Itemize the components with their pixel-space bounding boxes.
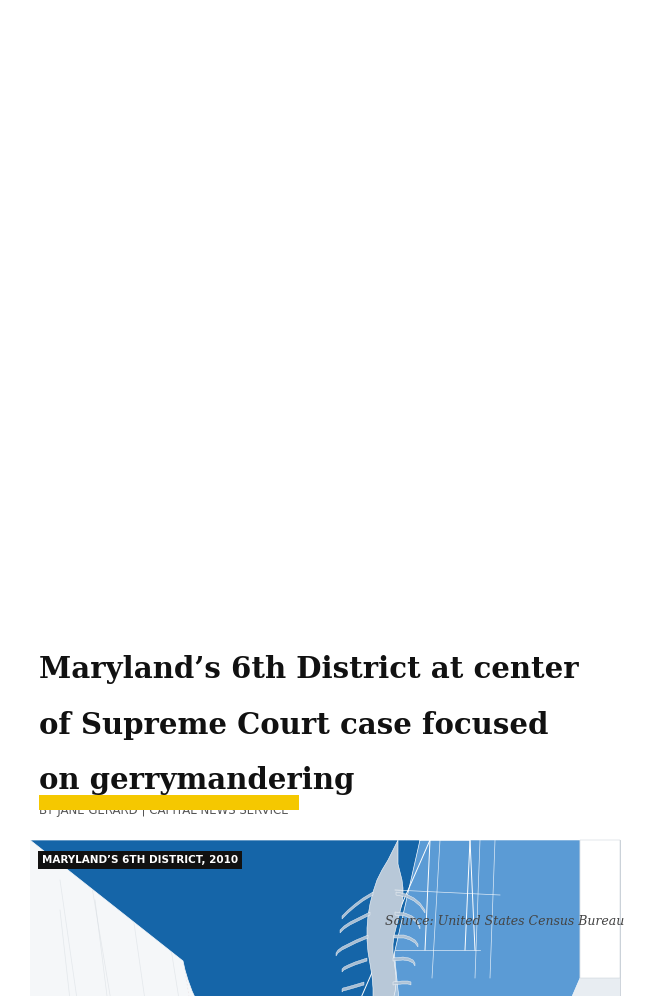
- Polygon shape: [30, 840, 620, 996]
- Polygon shape: [393, 840, 580, 996]
- Text: BY JANE GERARD | CAPITAL NEWS SERVICE: BY JANE GERARD | CAPITAL NEWS SERVICE: [39, 804, 289, 817]
- Text: Source: United States Census Bureau: Source: United States Census Bureau: [385, 915, 624, 928]
- Polygon shape: [394, 935, 418, 947]
- Polygon shape: [30, 840, 470, 996]
- Text: of Supreme Court case focused: of Supreme Court case focused: [39, 711, 549, 740]
- Polygon shape: [393, 981, 411, 985]
- FancyBboxPatch shape: [39, 795, 299, 810]
- Text: on gerrymandering: on gerrymandering: [39, 766, 354, 795]
- Polygon shape: [342, 958, 367, 972]
- Polygon shape: [393, 957, 415, 966]
- Polygon shape: [396, 892, 425, 913]
- Polygon shape: [30, 840, 620, 996]
- Polygon shape: [343, 840, 403, 996]
- Polygon shape: [580, 840, 620, 978]
- Polygon shape: [30, 840, 325, 996]
- Polygon shape: [336, 935, 368, 956]
- Polygon shape: [342, 982, 364, 992]
- Text: Maryland’s 6th District at center: Maryland’s 6th District at center: [39, 655, 578, 684]
- Polygon shape: [342, 892, 373, 919]
- Polygon shape: [340, 912, 370, 933]
- Text: MARYLAND’S 6TH DISTRICT, 2010: MARYLAND’S 6TH DISTRICT, 2010: [42, 855, 238, 865]
- Polygon shape: [395, 912, 420, 929]
